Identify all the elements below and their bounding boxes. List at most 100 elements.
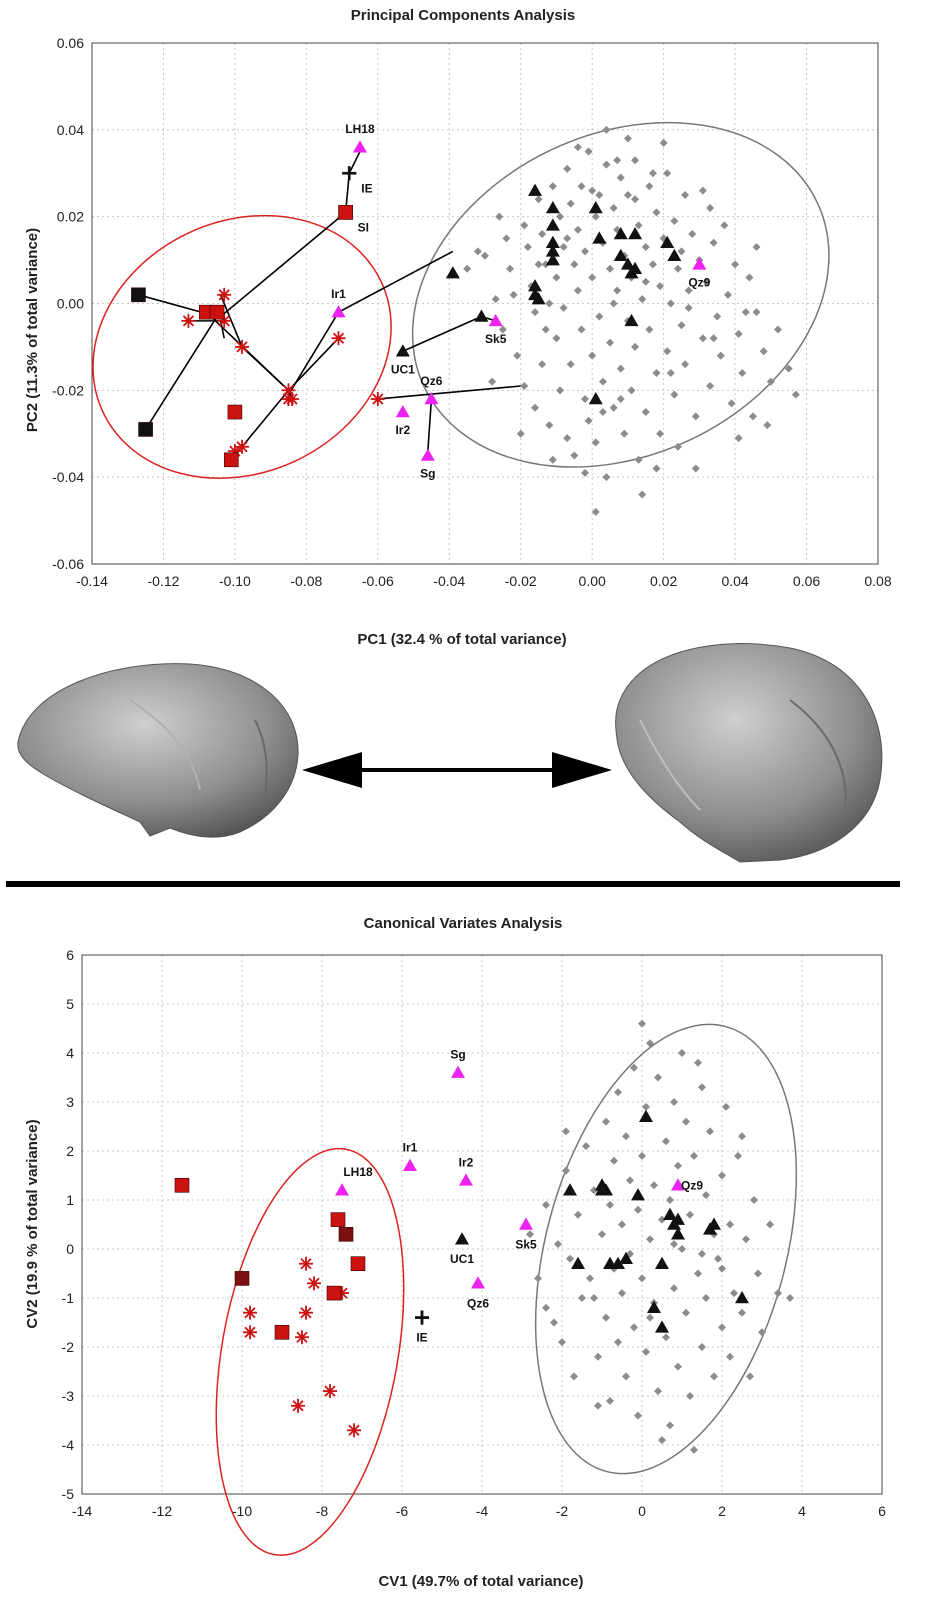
cva-sample-point [670, 1240, 678, 1249]
cva-red-square-point [350, 1256, 366, 1271]
pca-y-tick-label: -0.06 [52, 556, 84, 572]
cva-x-tick-label: -10 [232, 1503, 252, 1519]
pca-black-triangle-point [660, 235, 675, 248]
cva-sample-point [630, 1323, 638, 1332]
cva-sample-point [698, 1249, 706, 1258]
cva-darkred-square-point [338, 1227, 354, 1242]
cva-sample-point [726, 1352, 734, 1361]
double-arrow-icon [302, 752, 612, 788]
cva-sample-point [614, 1088, 622, 1097]
pca-sample-point [723, 290, 732, 299]
cva-black-triangle-point [663, 1207, 677, 1220]
pca-sample-point [748, 412, 757, 421]
pca-red-asterisk-point [235, 339, 250, 354]
pca-point-label: Sg [420, 466, 435, 480]
pca-sample-point [545, 299, 554, 308]
cva-black-triangle-point [735, 1291, 749, 1304]
pca-link-line [338, 250, 454, 313]
pca-black-triangle-point [545, 244, 560, 257]
cva-red-asterisk-point [291, 1398, 305, 1413]
cva-point-label: LH18 [343, 1165, 373, 1179]
pca-black-triangle-point [474, 309, 489, 322]
pca-sample-point [691, 464, 700, 473]
cva-point-label: IE [416, 1331, 427, 1345]
pca-sample-point [606, 264, 615, 273]
cva-sample-point [550, 1318, 558, 1327]
pca-sample-point [509, 290, 518, 299]
pca-y-tick-label: 0.00 [57, 296, 84, 312]
pca-sample-point [552, 273, 561, 282]
pca-sample-point [602, 160, 611, 169]
pca-black-triangle-point [588, 200, 603, 214]
pca-sample-point [563, 234, 572, 243]
pca-sample-point [573, 286, 582, 295]
cva-sample-point [738, 1132, 746, 1141]
pca-sample-point [773, 325, 782, 334]
pca-sample-point [606, 338, 615, 347]
pca-x-tick-label: 0.06 [793, 573, 820, 589]
cva-sample-point [774, 1289, 782, 1298]
cva-sample-point [662, 1333, 670, 1342]
skull-image-right [615, 643, 883, 863]
cva-sample-point [642, 1102, 650, 1111]
cva-sample-point [570, 1372, 578, 1381]
cva-sample-point [786, 1294, 794, 1302]
cva-sample-point [718, 1323, 726, 1332]
cva-sample-point [606, 1396, 614, 1405]
pca-link-line [241, 346, 290, 391]
cva-sample-point [618, 1289, 626, 1298]
cva-ellipses [215, 1023, 798, 1556]
pca-sample-point [709, 334, 718, 343]
pca-sample-point [534, 260, 543, 269]
pca-sample-point [752, 308, 761, 317]
cva-sample-point [590, 1186, 598, 1195]
pca-y-tick-label: 0.02 [57, 209, 84, 225]
cva-y-tick-label: 4 [66, 1045, 74, 1061]
pca-sample-point [588, 351, 597, 360]
cva-red-asterisk-point [299, 1305, 313, 1320]
cva-sample-point [694, 1058, 702, 1067]
cva-point-label: Sg [450, 1048, 465, 1062]
cva-sample-point [734, 1151, 742, 1160]
cva-sample-point [602, 1313, 610, 1322]
pca-sample-point [623, 190, 632, 199]
cva-sample-point [742, 1235, 750, 1244]
cva-sample-point [634, 1205, 642, 1214]
cva-sample-point [654, 1387, 662, 1396]
cva-sample-point [542, 1200, 550, 1209]
pca-x-tick-label: -0.06 [362, 573, 394, 589]
cva-y-tick-label: -3 [62, 1388, 75, 1404]
pca-sample-point [531, 308, 540, 317]
pca-sample-point [698, 186, 707, 195]
cva-black-triangle-point [571, 1256, 585, 1269]
pca-black-triangle-point [545, 253, 560, 266]
pca-ellipses [92, 121, 830, 479]
pca-black-triangle-point [628, 227, 643, 240]
pca-sample-point [631, 342, 640, 351]
cva-labelled-point [455, 1232, 469, 1245]
pca-sample-point [548, 455, 557, 464]
cva-sample-point [562, 1127, 570, 1136]
cva-sample-point [594, 1401, 602, 1410]
cva-point-label: Sk5 [515, 1238, 537, 1252]
pca-sample-point [727, 399, 736, 408]
pca-sample-point [573, 225, 582, 234]
cva-sample-point [710, 1372, 718, 1381]
cva-sample-point [682, 1117, 690, 1126]
cva-x-tick-label: 4 [798, 1503, 806, 1519]
pca-group-ellipse [411, 121, 830, 468]
cva-sample-point [638, 1274, 646, 1283]
pca-x-tick-label: 0.04 [721, 573, 748, 589]
pca-sample-point [588, 186, 597, 195]
cva-red-asterisk-point [243, 1325, 257, 1340]
pca-sample-point [741, 308, 750, 317]
cva-sample-point [702, 1191, 710, 1200]
cva-y-tick-label: 2 [66, 1143, 74, 1159]
pca-sample-point [502, 234, 511, 243]
cva-sample-point [706, 1127, 714, 1136]
pca-sample-point [706, 381, 715, 390]
cva-y-tick-label: 1 [66, 1192, 74, 1208]
pca-sample-point [598, 408, 607, 417]
pca-chart: Principal Components Analysis LH18 IE SI Ir… [24, 7, 892, 648]
cva-sample-point [638, 1019, 646, 1028]
